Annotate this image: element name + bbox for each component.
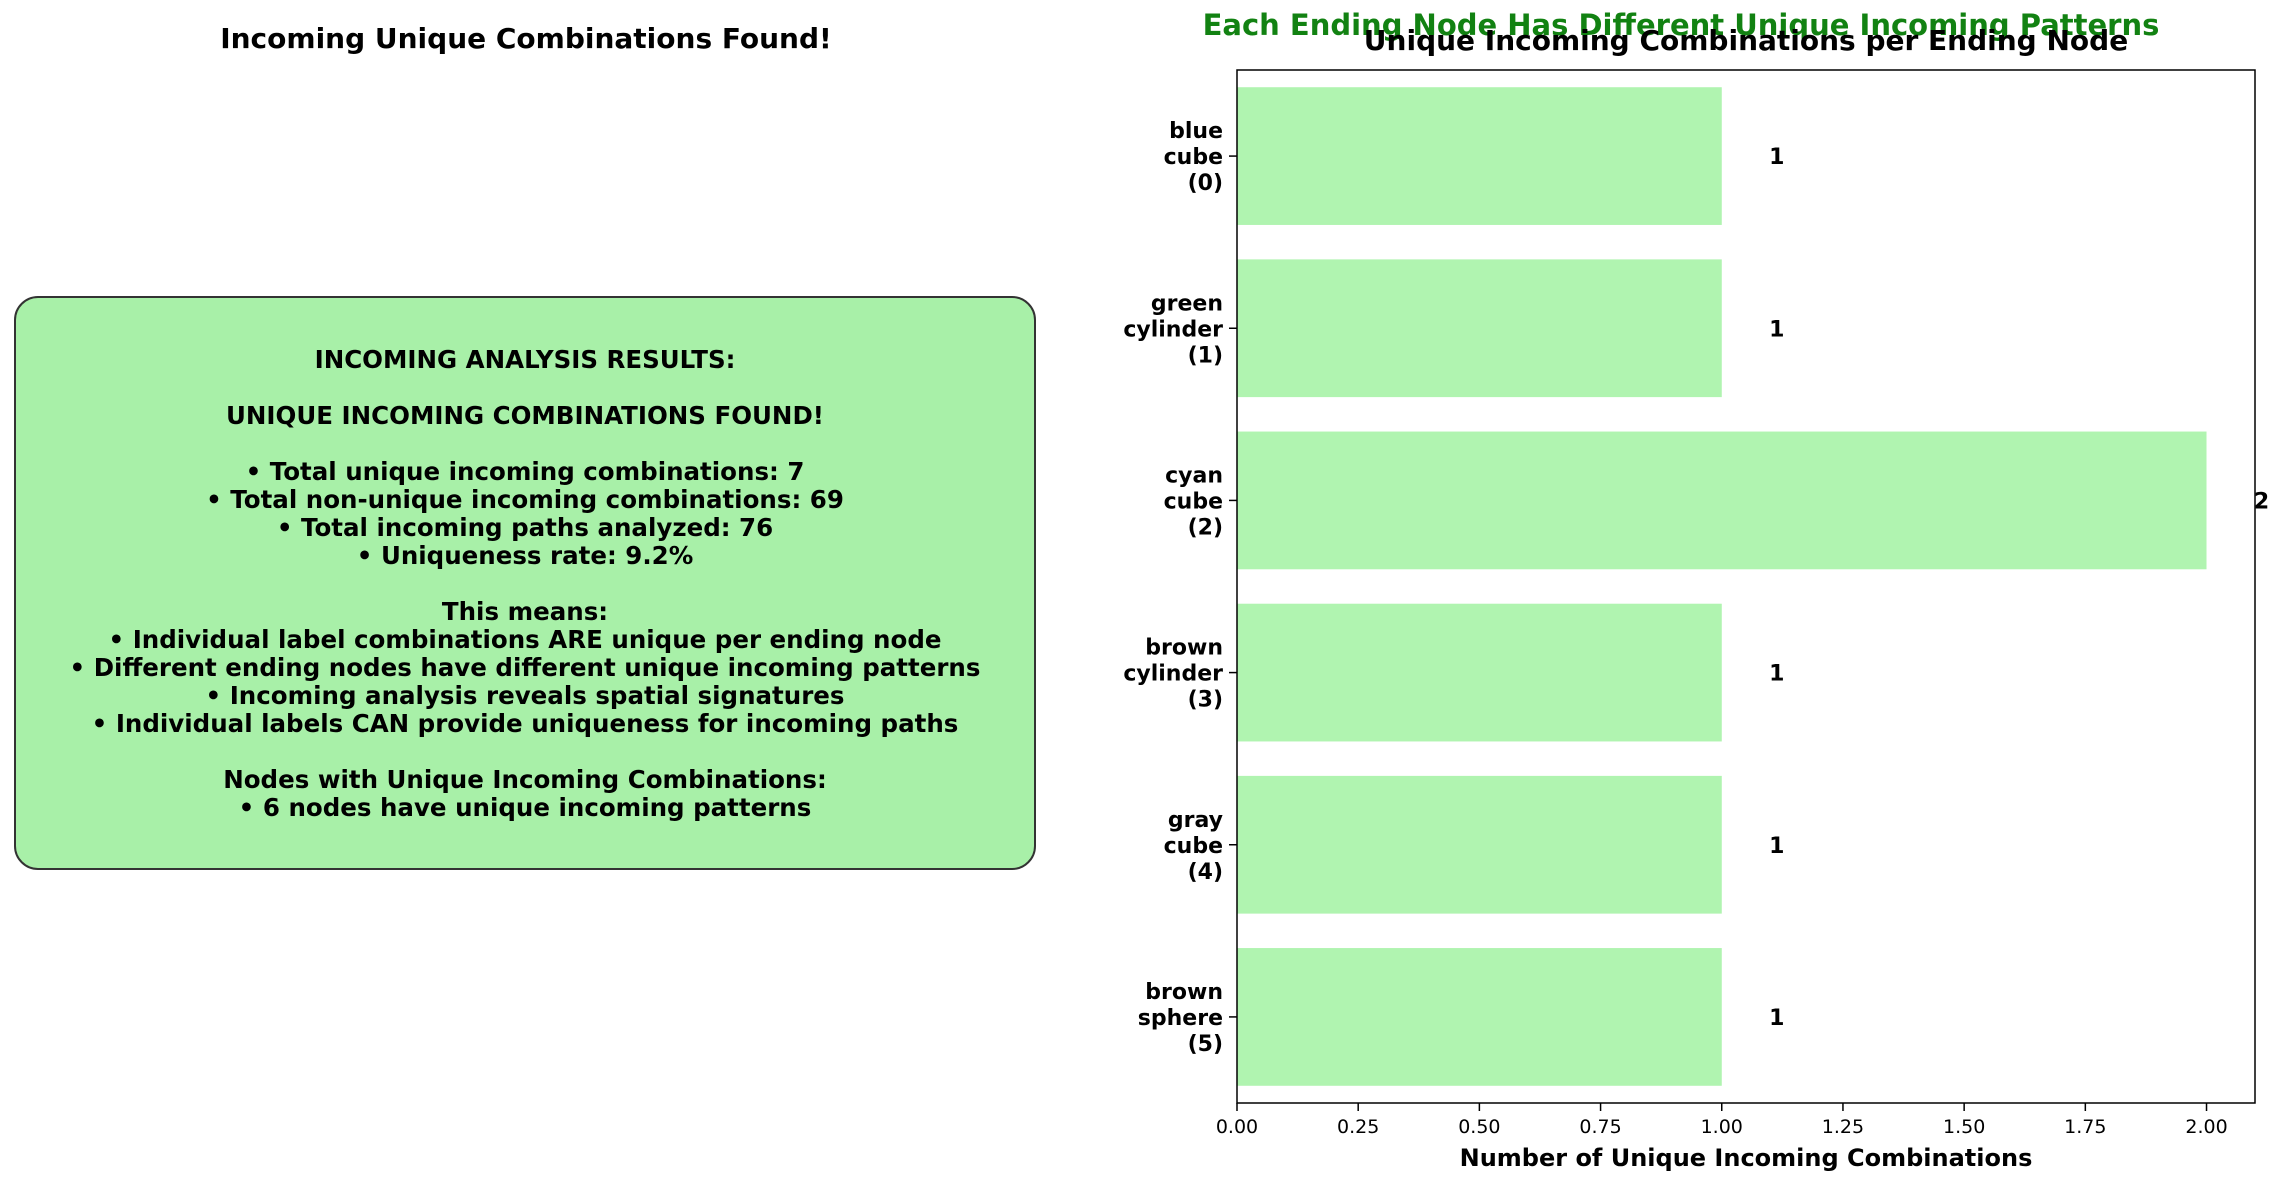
y-tick-label: blue	[1169, 119, 1223, 144]
results-line: This means:	[441, 597, 609, 626]
bar-value-label: 1	[1769, 145, 1784, 170]
ticks-layer: bluecube(0)greencylinder(1)cyancube(2)br…	[1123, 119, 2227, 1138]
analysis-results-text: INCOMING ANALYSIS RESULTS: UNIQUE INCOMIN…	[16, 346, 1034, 822]
bar	[1237, 259, 1722, 398]
y-tick-label: (4)	[1188, 860, 1223, 885]
x-tick-label: 0.00	[1216, 1116, 1258, 1138]
results-line: • Total incoming paths analyzed: 76	[276, 513, 774, 542]
bars-layer	[1237, 87, 2207, 1086]
y-tick-label: (3)	[1188, 688, 1223, 713]
results-line: UNIQUE INCOMING COMBINATIONS FOUND!	[226, 401, 824, 430]
y-tick-label: (2)	[1188, 515, 1223, 540]
y-tick-label: cyan	[1165, 463, 1223, 488]
y-tick-label: brown	[1145, 636, 1223, 661]
x-tick-label: 1.75	[2064, 1116, 2106, 1138]
y-tick-label: green	[1151, 291, 1223, 316]
results-line: • Incoming analysis reveals spatial sign…	[205, 681, 845, 710]
bar	[1237, 775, 1722, 914]
y-tick-label: cube	[1164, 834, 1223, 859]
x-tick-label: 1.00	[1701, 1116, 1743, 1138]
y-tick-label: cube	[1164, 489, 1223, 514]
analysis-results-box: INCOMING ANALYSIS RESULTS: UNIQUE INCOMIN…	[14, 296, 1036, 870]
chart-title: Unique Incoming Combinations per Ending …	[1364, 24, 2128, 57]
bar	[1237, 948, 1722, 1086]
y-tick-label: (5)	[1188, 1032, 1223, 1057]
bar-value-label: 1	[1769, 317, 1784, 342]
y-tick-label: gray	[1168, 808, 1223, 833]
y-tick-label: sphere	[1138, 1006, 1223, 1031]
x-axis-label: Number of Unique Incoming Combinations	[1460, 1144, 2033, 1172]
results-line: • Uniqueness rate: 9.2%	[356, 541, 694, 570]
figure-suptitle: Each Ending Node Has Different Unique In…	[1202, 8, 2160, 42]
results-line: • Individual label combinations ARE uniq…	[108, 625, 942, 654]
x-tick-label: 2.00	[2185, 1116, 2227, 1138]
x-tick-label: 0.75	[1579, 1116, 1621, 1138]
bar	[1237, 431, 2207, 570]
results-line: INCOMING ANALYSIS RESULTS:	[314, 345, 736, 374]
y-tick-label: (0)	[1188, 171, 1223, 196]
results-line: Nodes with Unique Incoming Combinations:	[223, 765, 827, 794]
labels-layer: 1 1 2 1 1 1	[1769, 145, 2269, 1031]
bar-value-label: 1	[1769, 834, 1784, 859]
bar	[1237, 603, 1722, 742]
bar-value-label: 1	[1769, 1006, 1784, 1031]
x-tick-label: 0.25	[1337, 1116, 1379, 1138]
y-tick-label: (1)	[1188, 343, 1223, 368]
y-tick-label: brown	[1145, 980, 1223, 1005]
results-line: • Total non-unique incoming combinations…	[206, 485, 844, 514]
results-line: • Individual labels CAN provide uniquene…	[91, 709, 959, 738]
bar-value-label: 1	[1769, 662, 1784, 687]
results-line: • 6 nodes have unique incoming patterns	[238, 793, 812, 822]
bar-value-label: 2	[2254, 489, 2269, 514]
results-line: • Different ending nodes have different …	[69, 653, 981, 682]
y-tick-label: cylinder	[1123, 662, 1223, 687]
plot-frame	[1236, 69, 2256, 1104]
bar	[1237, 87, 1722, 225]
y-tick-label: cube	[1164, 145, 1223, 170]
results-line: • Total unique incoming combinations: 7	[245, 457, 805, 486]
x-tick-label: 1.25	[1822, 1116, 1864, 1138]
y-tick-label: cylinder	[1123, 317, 1223, 342]
x-tick-label: 1.50	[1943, 1116, 1985, 1138]
left-panel-title: Incoming Unique Combinations Found!	[220, 22, 832, 55]
x-tick-label: 0.50	[1458, 1116, 1500, 1138]
